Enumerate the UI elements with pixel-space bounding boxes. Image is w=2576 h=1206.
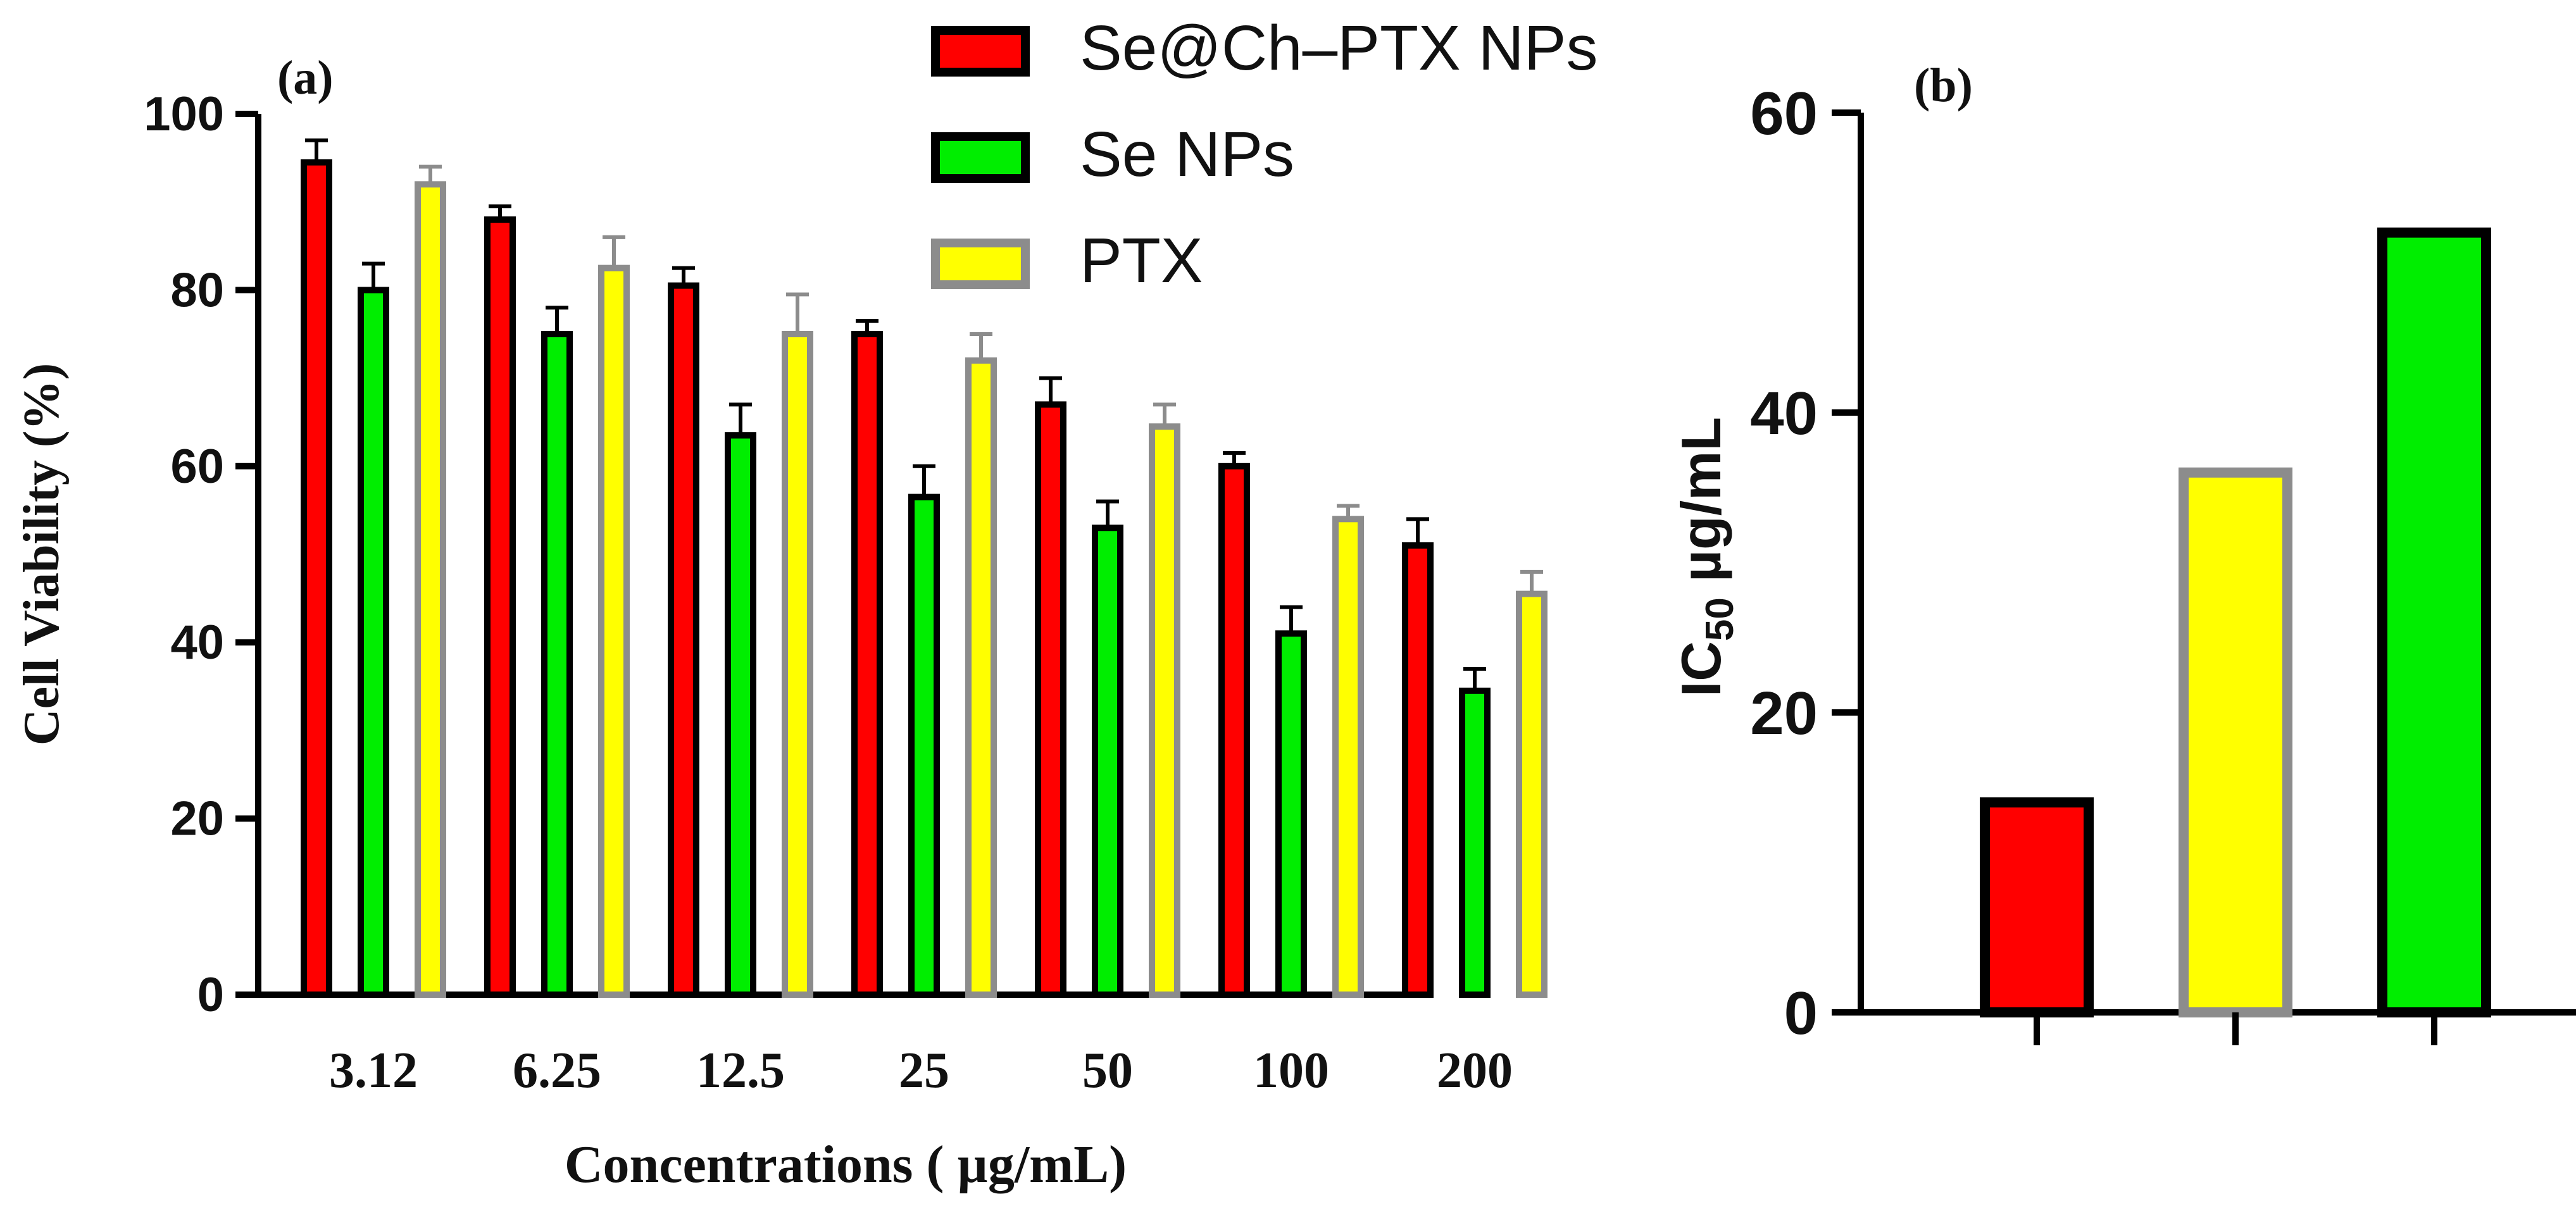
panel-a-y-ticks: 0 20 40 60 80 100	[144, 87, 258, 1022]
panel-a-bar-100-ptx	[1332, 516, 1364, 998]
panel-b-bar-ptx	[2179, 467, 2292, 1017]
legend-label: PTX	[1080, 225, 1203, 296]
panel-a-x-tick-label: 200	[1437, 1043, 1513, 1098]
panel-a-bar-25-se-ch-ptx	[851, 331, 883, 998]
panel-a-x-tick-label: 6.25	[513, 1043, 601, 1098]
panel-b-ic50-chart: (b) 0 20 40 60 IC50 µg/mL	[1670, 59, 2576, 1047]
ic-subscript: 50	[1698, 597, 1742, 641]
legend-swatch-se-nps	[931, 132, 1030, 183]
panel-b-bar-se-ch-ptx	[1980, 797, 2094, 1017]
panel-a-bar-12.5-se-nps	[725, 432, 756, 998]
panel-a-bar-25-se-nps	[908, 494, 940, 998]
panel-b-bars	[1980, 227, 2491, 1045]
panel-a-bar-50-se-ch-ptx	[1035, 401, 1066, 998]
panel-b-y-tick-label: 20	[1750, 680, 1818, 747]
panel-a-bar-100-se-nps	[1275, 630, 1307, 998]
legend-swatch-ptx	[931, 239, 1030, 289]
panel-a-y-tick-label: 60	[170, 440, 224, 494]
panel-a-bar-200-ptx	[1516, 590, 1547, 998]
legend-label: Se@Ch–PTX NPs	[1080, 13, 1597, 84]
panel-a-bar-3.12-se-nps	[358, 287, 389, 998]
panel-a-bar-200-se-nps	[1459, 687, 1491, 998]
ic-unit: µg/mL	[1670, 417, 1732, 597]
ic-label: IC	[1670, 641, 1732, 697]
panel-a-bar-50-ptx	[1149, 423, 1180, 998]
panel-a-bar-6.25-se-nps	[541, 331, 573, 998]
panel-a-bar-200-se-ch-ptx	[1402, 542, 1434, 998]
panel-a-y-tick-label: 100	[144, 87, 224, 141]
panel-a-bars	[301, 138, 1547, 998]
panel-a-y-tick-label: 40	[170, 616, 224, 669]
panel-a-bar-3.12-se-ch-ptx	[301, 159, 332, 998]
panel-b-y-ticks: 0 20 40 60	[1750, 80, 1861, 1047]
panel-a-bar-100-se-ch-ptx	[1218, 463, 1250, 998]
legend-label: Se NPs	[1080, 119, 1294, 190]
panel-a-label: (a)	[277, 51, 334, 104]
panel-a-x-ticks: 3.12 6.25 12.5 25 50 100 200	[329, 1043, 1513, 1098]
panel-b-label: (b)	[1914, 59, 1973, 112]
panel-a-bar-6.25-se-ch-ptx	[484, 216, 516, 998]
panel-a-bar-50-se-nps	[1092, 525, 1123, 998]
panel-b-y-tick-label: 60	[1750, 80, 1818, 147]
panel-a-bar-12.5-se-ch-ptx	[668, 282, 699, 998]
panel-a-x-tick-label: 3.12	[329, 1043, 418, 1098]
legend: Se@Ch–PTX NPs Se NPs PTX	[931, 13, 1597, 296]
panel-a-bar-12.5-ptx	[782, 331, 813, 998]
panel-a-x-tick-label: 25	[899, 1043, 949, 1098]
panel-a-bar-3.12-ptx	[415, 181, 446, 998]
panel-a-y-axis-title: Cell Viability (%)	[14, 363, 70, 745]
legend-swatch-se-ch-ptx	[931, 26, 1030, 77]
panel-a-x-tick-label: 50	[1082, 1043, 1133, 1098]
panel-b-y-axis-title: IC50 µg/mL	[1670, 417, 1742, 697]
panel-a-x-axis-title: Concentrations ( µg/mL)	[565, 1135, 1127, 1194]
panel-b-y-tick-label: 0	[1784, 979, 1818, 1047]
panel-b-y-tick-label: 40	[1750, 380, 1818, 447]
panel-a-x-tick-label: 100	[1253, 1043, 1329, 1098]
panel-b-bar-se-nps	[2377, 227, 2491, 1018]
panel-a-y-tick-label: 0	[197, 968, 224, 1022]
panel-a-y-tick-label: 20	[170, 792, 224, 846]
panel-a-x-tick-label: 12.5	[696, 1043, 785, 1098]
panel-a-bar-25-ptx	[965, 357, 997, 998]
panel-a-bar-6.25-ptx	[598, 264, 630, 998]
panel-a-y-tick-label: 80	[170, 263, 224, 317]
